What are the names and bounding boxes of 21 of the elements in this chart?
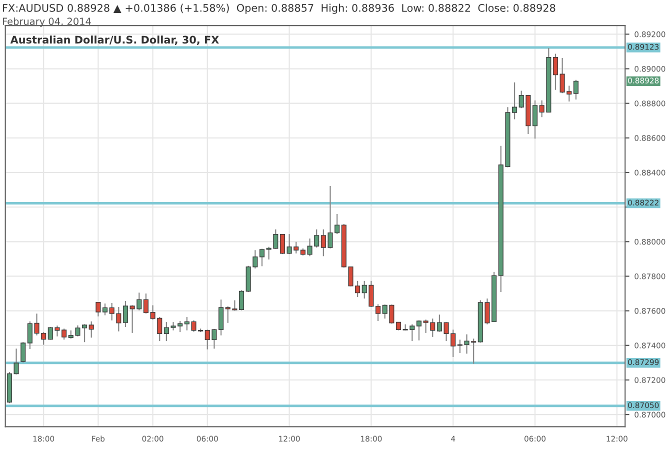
chart-title: FX:AUDUSD 0.88928 ▲ +0.01386 (+1.58%) Open: 0.88857 High: 0.88936 Low: 0.88822 Close: 0.88928	[3, 4, 556, 14]
candlestick	[20, 342, 26, 364]
candlestick	[143, 292, 148, 314]
chart-subtitle: February 04, 2014	[2, 18, 91, 27]
candlestick	[96, 301, 101, 317]
candlestick	[532, 100, 538, 140]
candlestick	[88, 320, 94, 338]
candlestick	[280, 233, 286, 255]
annotation: Australian Dollar/U.S. Dollar, 30, FX	[10, 36, 219, 45]
candlestick	[552, 53, 558, 90]
candlestick	[416, 320, 422, 341]
candlestick	[82, 324, 88, 343]
candlestick	[102, 302, 108, 316]
candlestick	[122, 300, 128, 328]
candlestick	[436, 314, 442, 332]
candlestick	[573, 79, 578, 100]
candlestick	[512, 82, 518, 120]
candlestick	[238, 290, 244, 311]
candlestick	[375, 304, 381, 322]
candlestick	[218, 299, 224, 336]
candlestick	[259, 248, 265, 267]
